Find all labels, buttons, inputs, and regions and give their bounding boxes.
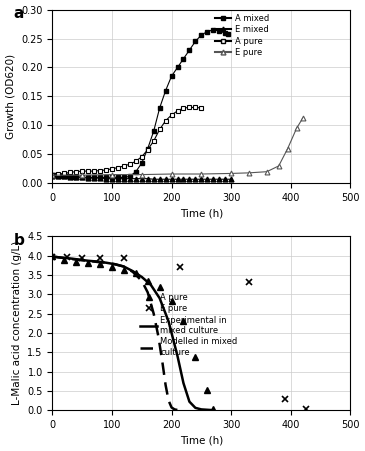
Text: a: a [14,6,24,21]
Y-axis label: Growth (OD620): Growth (OD620) [5,54,16,139]
X-axis label: Time (h): Time (h) [180,208,223,219]
Legend: A pure, E pure, Experimental in
mixed culture, Modelled in mixed
culture: A pure, E pure, Experimental in mixed cu… [137,289,241,360]
X-axis label: Time (h): Time (h) [180,436,223,446]
Text: b: b [14,233,24,248]
Y-axis label: L-Malic acid concentration (g/L): L-Malic acid concentration (g/L) [12,241,22,405]
Legend: A mixed, E mixed, A pure, E pure: A mixed, E mixed, A pure, E pure [211,10,272,60]
